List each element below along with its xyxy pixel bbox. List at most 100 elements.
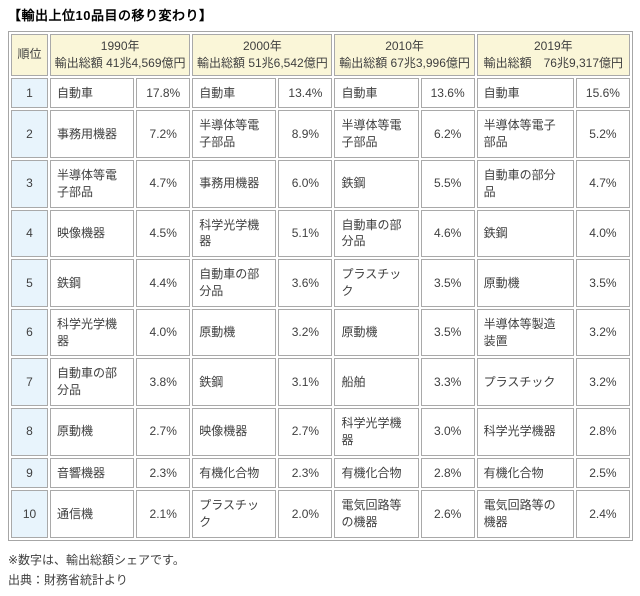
year-label-1990: 1990年: [100, 39, 140, 53]
item-cell-1990: 自動車: [50, 77, 135, 109]
rank-cell: 10: [11, 490, 49, 538]
item-cell-1990: 鉄鋼: [50, 259, 135, 307]
table-row-4: 4 映像機器 4.5% 科学光学機器 5.1% 自動車の部分品 4.6% 鉄鋼 …: [11, 209, 630, 258]
share-footnote: ※数字は、輸出総額シェアです。: [8, 552, 185, 567]
table-header-row: 順位 1990年 輸出総額 41兆4,569億円 2000年 輸出総額 51兆6…: [11, 34, 630, 76]
year-label-2019: 2019年: [533, 39, 573, 53]
item-cell-2000: 鉄鋼: [192, 358, 277, 406]
item-cell-2010: 鉄鋼: [334, 159, 419, 208]
source-note: 出典：財務省統計より: [8, 572, 128, 587]
table-row-2: 2 事務用機器 7.2% 半導体等電子部品 8.9% 半導体等電子部品 6.2%…: [11, 110, 630, 158]
item-cell-2000: 自動車の部分品: [192, 259, 277, 307]
share-cell-2000: 6.0%: [278, 159, 333, 208]
share-cell-2010: 4.6%: [420, 209, 475, 258]
footnotes: ※数字は、輸出総額シェアです。 出典：財務省統計より: [8, 551, 632, 591]
year-header-2010: 2010年 輸出総額 67兆3,996億円: [334, 34, 475, 76]
item-cell-2010: 自動車の部分品: [334, 209, 419, 258]
item-cell-2019: 科学光学機器: [476, 407, 574, 456]
item-cell-2010: 有機化合物: [334, 457, 419, 489]
export-total-1990: 輸出総額 41兆4,569億円: [54, 55, 186, 70]
export-total-2019: 輸出総額 76兆9,317億円: [483, 55, 624, 70]
rank-cell: 8: [11, 407, 49, 456]
table-row-6: 6 科学光学機器 4.0% 原動機 3.2% 原動機 3.5% 半導体等製造装置…: [11, 308, 630, 357]
share-cell-2000: 3.6%: [278, 259, 333, 307]
share-cell-2010: 2.6%: [420, 490, 475, 538]
share-cell-1990: 4.0%: [136, 308, 191, 357]
share-cell-1990: 2.1%: [136, 490, 191, 538]
item-cell-1990: 半導体等電子部品: [50, 159, 135, 208]
export-ranking-table: 順位 1990年 輸出総額 41兆4,569億円 2000年 輸出総額 51兆6…: [8, 31, 633, 541]
share-cell-2010: 5.5%: [420, 159, 475, 208]
share-cell-2019: 3.2%: [575, 358, 630, 406]
share-cell-2000: 13.4%: [278, 77, 333, 109]
share-cell-2000: 8.9%: [278, 110, 333, 158]
item-cell-2000: プラスチック: [192, 490, 277, 538]
share-cell-2019: 4.0%: [575, 209, 630, 258]
share-cell-1990: 4.4%: [136, 259, 191, 307]
item-cell-2019: 原動機: [476, 259, 574, 307]
item-cell-1990: 原動機: [50, 407, 135, 456]
year-header-1990: 1990年 輸出総額 41兆4,569億円: [50, 34, 191, 76]
rank-column-header: 順位: [11, 34, 49, 76]
year-header-2019: 2019年 輸出総額 76兆9,317億円: [476, 34, 630, 76]
item-cell-1990: 音響機器: [50, 457, 135, 489]
share-cell-2000: 2.3%: [278, 457, 333, 489]
table-row-10: 10 通信機 2.1% プラスチック 2.0% 電気回路等の機器 2.6% 電気…: [11, 490, 630, 538]
table-row-3: 3 半導体等電子部品 4.7% 事務用機器 6.0% 鉄鋼 5.5% 自動車の部…: [11, 159, 630, 208]
share-cell-2010: 2.8%: [420, 457, 475, 489]
item-cell-2010: 船舶: [334, 358, 419, 406]
table-row-5: 5 鉄鋼 4.4% 自動車の部分品 3.6% プラスチック 3.5% 原動機 3…: [11, 259, 630, 307]
rank-cell: 2: [11, 110, 49, 158]
item-cell-2000: 有機化合物: [192, 457, 277, 489]
share-cell-1990: 4.5%: [136, 209, 191, 258]
share-cell-2010: 13.6%: [420, 77, 475, 109]
item-cell-2019: 半導体等電子部品: [476, 110, 574, 158]
item-cell-2019: プラスチック: [476, 358, 574, 406]
share-cell-1990: 3.8%: [136, 358, 191, 406]
item-cell-2010: 科学光学機器: [334, 407, 419, 456]
rank-cell: 4: [11, 209, 49, 258]
item-cell-2010: 原動機: [334, 308, 419, 357]
share-cell-2019: 2.5%: [575, 457, 630, 489]
item-cell-2010: 電気回路等の機器: [334, 490, 419, 538]
item-cell-2000: 映像機器: [192, 407, 277, 456]
table-row-9: 9 音響機器 2.3% 有機化合物 2.3% 有機化合物 2.8% 有機化合物 …: [11, 457, 630, 489]
item-cell-2019: 半導体等製造装置: [476, 308, 574, 357]
table-row-7: 7 自動車の部分品 3.8% 鉄鋼 3.1% 船舶 3.3% プラスチック 3.…: [11, 358, 630, 406]
table-row-8: 8 原動機 2.7% 映像機器 2.7% 科学光学機器 3.0% 科学光学機器 …: [11, 407, 630, 456]
share-cell-2000: 2.0%: [278, 490, 333, 538]
rank-cell: 1: [11, 77, 49, 109]
share-cell-1990: 7.2%: [136, 110, 191, 158]
item-cell-2000: 自動車: [192, 77, 277, 109]
share-cell-2019: 4.7%: [575, 159, 630, 208]
rank-cell: 3: [11, 159, 49, 208]
item-cell-2019: 電気回路等の機器: [476, 490, 574, 538]
share-cell-2000: 3.1%: [278, 358, 333, 406]
share-cell-1990: 17.8%: [136, 77, 191, 109]
share-cell-1990: 2.7%: [136, 407, 191, 456]
share-cell-1990: 4.7%: [136, 159, 191, 208]
page-title: 【輸出上位10品目の移り変わり】: [8, 8, 213, 23]
table-row-1: 1 自動車 17.8% 自動車 13.4% 自動車 13.6% 自動車 15.6…: [11, 77, 630, 109]
share-cell-2000: 3.2%: [278, 308, 333, 357]
export-total-2010: 輸出総額 67兆3,996億円: [339, 55, 470, 70]
share-cell-2019: 5.2%: [575, 110, 630, 158]
item-cell-2019: 自動車: [476, 77, 574, 109]
export-total-2000: 輸出総額 51兆6,542億円: [196, 55, 328, 70]
item-cell-1990: 映像機器: [50, 209, 135, 258]
rank-cell: 6: [11, 308, 49, 357]
share-cell-2019: 3.2%: [575, 308, 630, 357]
share-cell-2010: 3.5%: [420, 259, 475, 307]
share-cell-2010: 3.5%: [420, 308, 475, 357]
item-cell-2019: 鉄鋼: [476, 209, 574, 258]
year-header-2000: 2000年 輸出総額 51兆6,542億円: [192, 34, 333, 76]
share-cell-1990: 2.3%: [136, 457, 191, 489]
share-cell-2019: 2.8%: [575, 407, 630, 456]
item-cell-2019: 有機化合物: [476, 457, 574, 489]
item-cell-1990: 科学光学機器: [50, 308, 135, 357]
item-cell-2010: プラスチック: [334, 259, 419, 307]
share-cell-2010: 6.2%: [420, 110, 475, 158]
share-cell-2000: 2.7%: [278, 407, 333, 456]
item-cell-2000: 科学光学機器: [192, 209, 277, 258]
item-cell-1990: 通信機: [50, 490, 135, 538]
